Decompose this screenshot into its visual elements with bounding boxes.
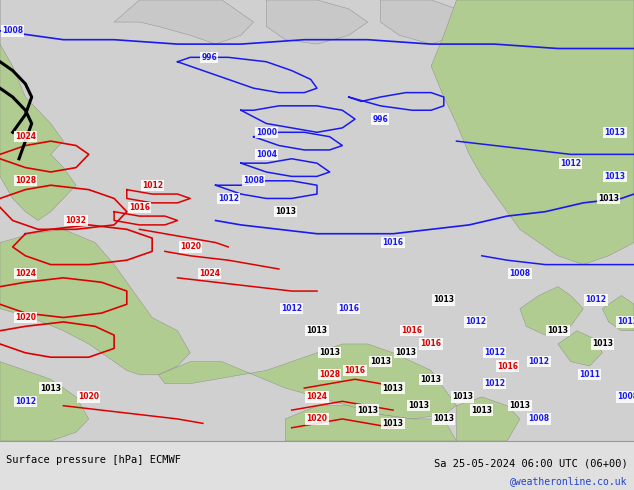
- Text: 1013: 1013: [433, 295, 455, 304]
- Text: 1024: 1024: [306, 392, 328, 401]
- Text: 1028: 1028: [319, 370, 340, 379]
- Text: 1013: 1013: [319, 348, 340, 357]
- Text: 1013: 1013: [509, 401, 531, 410]
- Text: 1004: 1004: [256, 150, 277, 159]
- Text: 1013: 1013: [408, 401, 429, 410]
- Polygon shape: [158, 344, 456, 419]
- Text: 1012: 1012: [484, 379, 505, 388]
- Text: Sa 25-05-2024 06:00 UTC (06+00): Sa 25-05-2024 06:00 UTC (06+00): [434, 458, 628, 468]
- Text: 1024: 1024: [15, 132, 36, 141]
- Text: 1013: 1013: [306, 326, 328, 335]
- Text: 1032: 1032: [65, 216, 87, 225]
- Polygon shape: [431, 0, 634, 265]
- Text: 1013: 1013: [382, 419, 404, 428]
- Text: 1013: 1013: [395, 348, 417, 357]
- Text: 1012: 1012: [528, 357, 550, 366]
- Text: 996: 996: [202, 53, 217, 62]
- Polygon shape: [266, 0, 368, 44]
- Text: 1012: 1012: [217, 194, 239, 203]
- Text: 1008: 1008: [243, 176, 264, 185]
- Text: 1013: 1013: [370, 357, 391, 366]
- Text: 1016: 1016: [382, 238, 404, 247]
- Text: 1008: 1008: [509, 269, 531, 278]
- Text: 1013: 1013: [592, 340, 613, 348]
- Text: 1012: 1012: [15, 397, 36, 406]
- Text: 1016: 1016: [338, 304, 359, 313]
- Polygon shape: [558, 331, 602, 366]
- Text: 1012: 1012: [281, 304, 302, 313]
- Text: 1013: 1013: [433, 415, 455, 423]
- Text: 1012: 1012: [465, 318, 486, 326]
- Text: 1012: 1012: [484, 348, 505, 357]
- Text: 1013: 1013: [452, 392, 474, 401]
- Text: 1013: 1013: [382, 384, 404, 392]
- Text: 1012: 1012: [141, 181, 163, 190]
- Text: 1008: 1008: [2, 26, 23, 35]
- Text: 1020: 1020: [78, 392, 100, 401]
- Text: 1024: 1024: [198, 269, 220, 278]
- Text: 1013: 1013: [357, 406, 378, 415]
- Polygon shape: [602, 295, 634, 331]
- Text: 1013: 1013: [471, 406, 493, 415]
- Text: 996: 996: [373, 115, 388, 123]
- Text: 1013: 1013: [420, 375, 442, 384]
- Text: 1016: 1016: [420, 340, 442, 348]
- Polygon shape: [380, 0, 476, 44]
- Text: 1013: 1013: [604, 172, 626, 181]
- Text: 1028: 1028: [15, 176, 36, 185]
- Text: @weatheronline.co.uk: @weatheronline.co.uk: [510, 476, 628, 486]
- Polygon shape: [0, 229, 190, 375]
- Text: 1008: 1008: [528, 415, 550, 423]
- Text: Surface pressure [hPa] ECMWF: Surface pressure [hPa] ECMWF: [6, 455, 181, 465]
- Text: 1020: 1020: [15, 313, 36, 322]
- Text: 1013: 1013: [598, 194, 619, 203]
- Text: 1020: 1020: [306, 415, 328, 423]
- Text: 1016: 1016: [401, 326, 423, 335]
- Polygon shape: [0, 0, 76, 220]
- Text: 1012: 1012: [617, 318, 634, 326]
- Text: 1016: 1016: [129, 203, 150, 212]
- Text: 1013: 1013: [547, 326, 569, 335]
- Text: 1020: 1020: [179, 243, 201, 251]
- Text: 1013: 1013: [604, 128, 626, 137]
- Polygon shape: [456, 397, 520, 441]
- Text: 1016: 1016: [496, 362, 518, 370]
- Text: 1024: 1024: [15, 269, 36, 278]
- Text: 1011: 1011: [579, 370, 600, 379]
- Polygon shape: [520, 287, 583, 335]
- Text: 1013: 1013: [40, 384, 61, 392]
- Text: 1000: 1000: [256, 128, 277, 137]
- Text: 1016: 1016: [344, 366, 366, 375]
- Polygon shape: [114, 0, 254, 44]
- Polygon shape: [0, 362, 89, 441]
- Text: 1012: 1012: [560, 159, 581, 168]
- Text: 1008: 1008: [617, 392, 634, 401]
- Polygon shape: [285, 406, 456, 441]
- Text: 1012: 1012: [585, 295, 607, 304]
- Text: 1013: 1013: [275, 207, 296, 216]
